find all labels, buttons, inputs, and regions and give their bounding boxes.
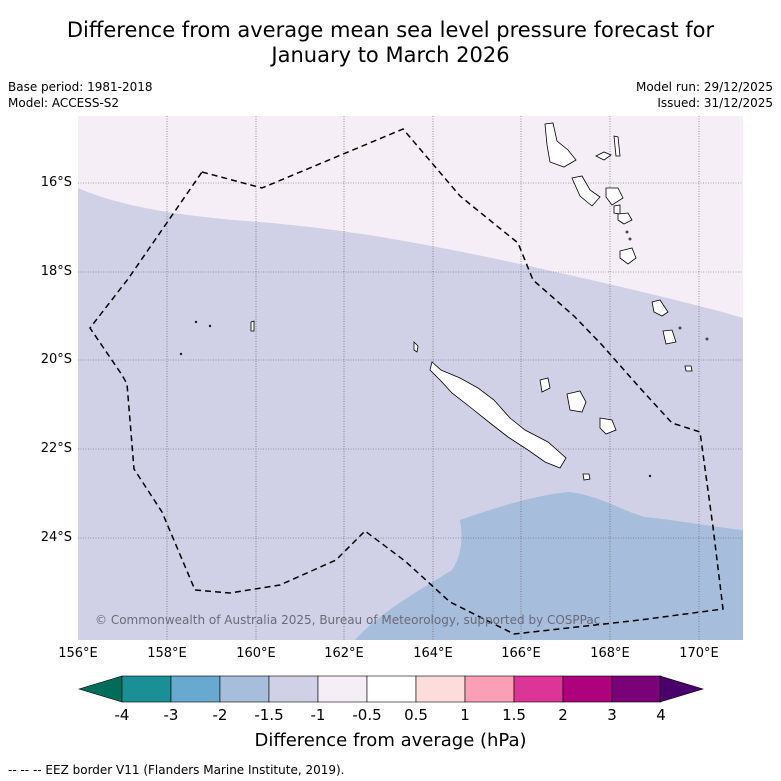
- loyalty-island-mare: [599, 417, 617, 435]
- colorbar-tick-label: -2: [212, 706, 228, 724]
- issued-date: Issued: 31/12/2025: [657, 96, 773, 110]
- grid-lines: [78, 116, 743, 640]
- lat-label: 18°S: [40, 264, 72, 279]
- colorbar-tick-label: -3: [163, 706, 179, 724]
- colorbar-tick-label: -4: [114, 706, 130, 724]
- small-islet: [648, 474, 652, 478]
- colorbar-tick-label: 2: [558, 706, 568, 724]
- colorbar-over-arrow: [659, 675, 705, 703]
- colorbar-tick-label: -1.5: [254, 706, 284, 724]
- vanuatu-erromango: [619, 247, 637, 265]
- lat-label: 16°S: [40, 175, 72, 190]
- vanuatu-pentecost: [605, 187, 624, 206]
- vanuatu-maewo: [613, 135, 621, 157]
- lat-label: 22°S: [40, 441, 72, 456]
- walpole-island: [684, 365, 693, 372]
- colorbar-tick-label: 4: [656, 706, 666, 724]
- small-islet: [194, 320, 198, 324]
- lon-label: 168°E: [590, 646, 630, 661]
- colorbar-cell: [170, 675, 221, 703]
- colorbar-cell: [464, 675, 515, 703]
- loyalty-island-ouvea: [539, 377, 551, 393]
- title-line-1: Difference from average mean sea level p…: [66, 18, 715, 42]
- colorbar-cell: [513, 675, 564, 703]
- small-islet: [179, 352, 183, 356]
- lon-label: 164°E: [413, 646, 453, 661]
- model-run: Model run: 29/12/2025: [635, 80, 773, 94]
- colorbar-title: Difference from average (hPa): [254, 730, 527, 751]
- colorbar-cell: [268, 675, 319, 703]
- colorbar-tick-label: 3: [607, 706, 617, 724]
- vanuatu-malakula: [571, 175, 601, 207]
- base-period: Base period: 1981-2018: [8, 80, 153, 94]
- vanuatu-tanna: [651, 299, 669, 317]
- small-islet: [208, 324, 212, 328]
- model-name: Model: ACCESS-S2: [8, 96, 120, 110]
- colorbar-cell: [562, 675, 613, 703]
- lon-label: 160°E: [236, 646, 276, 661]
- eez-legend: -- -- -- EEZ border V11 (Flanders Marine…: [8, 763, 345, 777]
- isle-of-pines: [582, 473, 591, 481]
- colorbar-cell: [317, 675, 368, 703]
- small-islet: [625, 230, 629, 234]
- small-islet: [628, 237, 632, 241]
- title-line-2: January to March 2026: [271, 43, 510, 67]
- colorbar-tick-label: 0.5: [404, 706, 428, 724]
- colorbar-cell: [219, 675, 270, 703]
- belep-islands: [413, 341, 419, 353]
- colorbar-cell: [415, 675, 466, 703]
- lon-label: 162°E: [324, 646, 364, 661]
- lon-label: 158°E: [147, 646, 187, 661]
- vanuatu-efate: [617, 212, 633, 225]
- colorbar-cell: [366, 675, 417, 703]
- colorbar-tick-label: 1.5: [502, 706, 526, 724]
- vanuatu-aneityum: [662, 329, 677, 345]
- lon-label: 156°E: [58, 646, 98, 661]
- lon-label: 166°E: [501, 646, 541, 661]
- lon-label: 170°E: [679, 646, 719, 661]
- lat-label: 20°S: [40, 352, 72, 367]
- coastlines: [179, 122, 709, 481]
- colorbar-tick-label: -0.5: [352, 706, 382, 724]
- new-caledonia-island: [429, 361, 567, 469]
- vanuatu-espiritu-santo: [544, 122, 577, 168]
- copyright-notice: © Commonwealth of Australia 2025, Bureau…: [95, 613, 601, 627]
- colorbar-under-arrow: [77, 675, 123, 703]
- lat-label: 24°S: [40, 530, 72, 545]
- small-islet: [705, 337, 709, 341]
- colorbar-cell: [121, 675, 172, 703]
- colorbar-tick-label: -1: [310, 706, 326, 724]
- eez-border: [89, 128, 724, 635]
- colorbar-cell: [611, 675, 662, 703]
- loyalty-island-lifou: [566, 390, 587, 413]
- vanuatu-ambae: [595, 151, 612, 161]
- meta-right: Model run: 29/12/2025 Issued: 31/12/2025: [636, 79, 773, 111]
- map-title: Difference from average mean sea level p…: [0, 18, 781, 68]
- chesterfield-reef: [250, 320, 255, 332]
- small-islet: [678, 326, 682, 330]
- colorbar-tick-label: 1: [460, 706, 470, 724]
- meta-left: Base period: 1981-2018 Model: ACCESS-S2: [8, 79, 153, 111]
